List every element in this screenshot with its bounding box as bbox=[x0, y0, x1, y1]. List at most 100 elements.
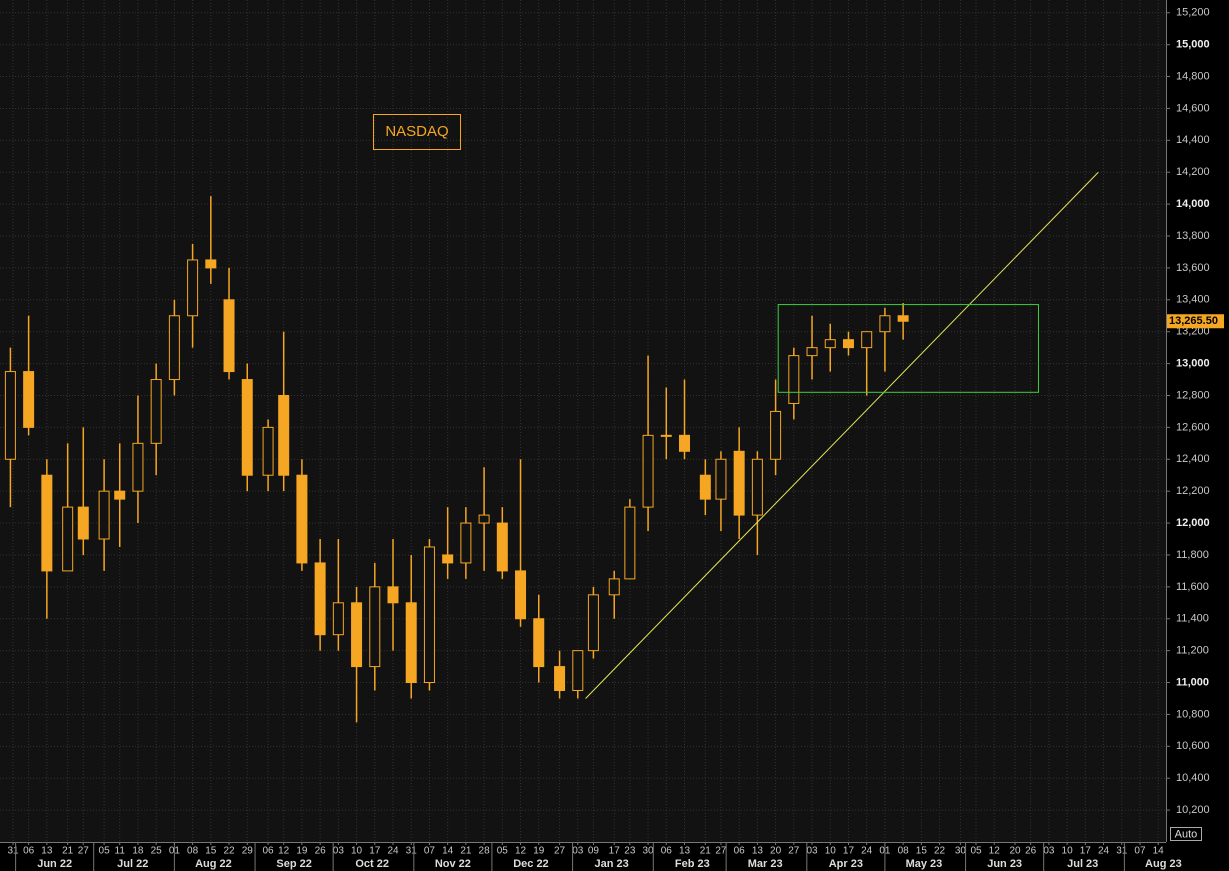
candle-body bbox=[715, 458, 727, 500]
month-label: Aug 23 bbox=[1145, 858, 1182, 870]
candle-body bbox=[624, 506, 636, 580]
y-tick-label: 13,200 bbox=[1176, 326, 1210, 338]
x-tick-label: 30 bbox=[955, 846, 967, 857]
month-label: Nov 22 bbox=[435, 858, 471, 870]
candle-body bbox=[442, 554, 454, 564]
y-tick-label: 14,200 bbox=[1176, 166, 1210, 178]
candle-body bbox=[168, 315, 180, 381]
y-tick-label: 14,800 bbox=[1176, 70, 1210, 82]
candle-body bbox=[861, 331, 873, 349]
month-label: Mar 23 bbox=[748, 858, 783, 870]
y-tick-label: 10,200 bbox=[1176, 804, 1210, 816]
candle-body bbox=[132, 442, 144, 492]
candle-body bbox=[608, 578, 620, 596]
trend-line bbox=[585, 171, 1099, 699]
candle-body bbox=[699, 474, 711, 500]
x-tick-label: 27 bbox=[554, 846, 566, 857]
x-axis-background bbox=[0, 842, 1166, 871]
candle-body bbox=[77, 506, 89, 540]
x-tick-label: 21 bbox=[700, 846, 712, 857]
y-tick-label: 10,400 bbox=[1176, 772, 1210, 784]
last-price-label: 13,265.50 bbox=[1169, 315, 1218, 327]
x-tick-label: 27 bbox=[78, 846, 90, 857]
month-label: Aug 22 bbox=[195, 858, 232, 870]
x-tick-label: 22 bbox=[934, 846, 946, 857]
x-tick-label: 14 bbox=[1153, 846, 1165, 857]
y-tick-label: 14,600 bbox=[1176, 102, 1210, 114]
candle-body bbox=[150, 379, 162, 444]
month-label: Oct 22 bbox=[355, 858, 389, 870]
candle-body bbox=[515, 570, 527, 620]
x-tick-label: 27 bbox=[715, 846, 727, 857]
candle-body bbox=[751, 458, 763, 516]
x-tick-label: 10 bbox=[1062, 846, 1074, 857]
y-tick-label: 15,200 bbox=[1176, 7, 1210, 19]
candle-body bbox=[897, 315, 909, 322]
month-label: Jul 22 bbox=[117, 858, 148, 870]
x-tick-label: 13 bbox=[41, 846, 53, 857]
y-tick-label: 11,000 bbox=[1176, 676, 1209, 688]
x-tick-label: 31 bbox=[406, 846, 418, 857]
y-tick-label: 13,800 bbox=[1176, 230, 1210, 242]
x-tick-label: 06 bbox=[263, 846, 275, 857]
candle-body bbox=[278, 394, 290, 476]
x-tick-label: 05 bbox=[970, 846, 982, 857]
candle-body bbox=[533, 618, 545, 668]
x-tick-label: 10 bbox=[351, 846, 363, 857]
x-tick-label: 07 bbox=[424, 846, 436, 857]
x-tick-label: 19 bbox=[533, 846, 545, 857]
candle-body bbox=[788, 355, 800, 404]
month-label: Jun 23 bbox=[987, 858, 1022, 870]
y-tick-label: 13,600 bbox=[1176, 262, 1210, 274]
x-tick-label: 24 bbox=[861, 846, 873, 857]
x-tick-label: 06 bbox=[661, 846, 673, 857]
candle-body bbox=[41, 474, 53, 572]
x-tick-label: 13 bbox=[752, 846, 764, 857]
x-tick-label: 21 bbox=[460, 846, 472, 857]
y-tick-label: 13,400 bbox=[1176, 294, 1210, 306]
candle-body bbox=[4, 371, 16, 460]
auto-button-label[interactable]: Auto bbox=[1175, 828, 1198, 840]
y-tick-label: 12,000 bbox=[1176, 517, 1210, 529]
y-tick-label: 12,400 bbox=[1176, 453, 1210, 465]
candle-body bbox=[587, 594, 599, 652]
y-tick-label: 11,200 bbox=[1176, 645, 1209, 657]
axes: 10,200 10,400 10,600 10,800 11,000 11,200 11,4… bbox=[7, 7, 1224, 871]
month-label: Dec 22 bbox=[513, 858, 548, 870]
y-tick-label: 11,400 bbox=[1176, 613, 1209, 625]
x-tick-label: 08 bbox=[187, 846, 199, 857]
x-tick-label: 30 bbox=[643, 846, 655, 857]
x-tick-label: 20 bbox=[770, 846, 782, 857]
x-tick-label: 15 bbox=[205, 846, 217, 857]
month-label: Jan 23 bbox=[595, 858, 629, 870]
x-tick-label: 03 bbox=[1043, 846, 1055, 857]
month-label: Jul 23 bbox=[1067, 858, 1098, 870]
y-tick-label: 13,000 bbox=[1176, 357, 1210, 369]
auto-button[interactable] bbox=[1170, 827, 1202, 841]
x-tick-label: 17 bbox=[609, 846, 621, 857]
x-tick-label: 09 bbox=[588, 846, 600, 857]
candle-body bbox=[223, 299, 235, 373]
month-label: Feb 23 bbox=[675, 858, 710, 870]
x-tick-label: 21 bbox=[62, 846, 74, 857]
x-tick-label: 27 bbox=[788, 846, 800, 857]
x-tick-label: 22 bbox=[223, 846, 235, 857]
y-tick-label: 14,400 bbox=[1176, 134, 1210, 146]
y-axis-background bbox=[1166, 0, 1229, 871]
candle-body bbox=[351, 602, 363, 668]
y-tick-label: 12,600 bbox=[1176, 421, 1210, 433]
x-tick-label: 28 bbox=[479, 846, 491, 857]
x-tick-label: 13 bbox=[679, 846, 691, 857]
candle-body bbox=[642, 434, 654, 508]
x-tick-label: 17 bbox=[843, 846, 855, 857]
month-label: Apr 23 bbox=[829, 858, 863, 870]
candle-body bbox=[572, 650, 584, 692]
x-tick-label: 08 bbox=[898, 846, 910, 857]
chart-title: NASDAQ bbox=[385, 123, 448, 140]
month-label: Jun 22 bbox=[37, 858, 72, 870]
candle-body bbox=[554, 666, 566, 692]
x-tick-label: 31 bbox=[7, 846, 19, 857]
x-tick-label: 12 bbox=[515, 846, 527, 857]
candle-body bbox=[332, 602, 344, 636]
